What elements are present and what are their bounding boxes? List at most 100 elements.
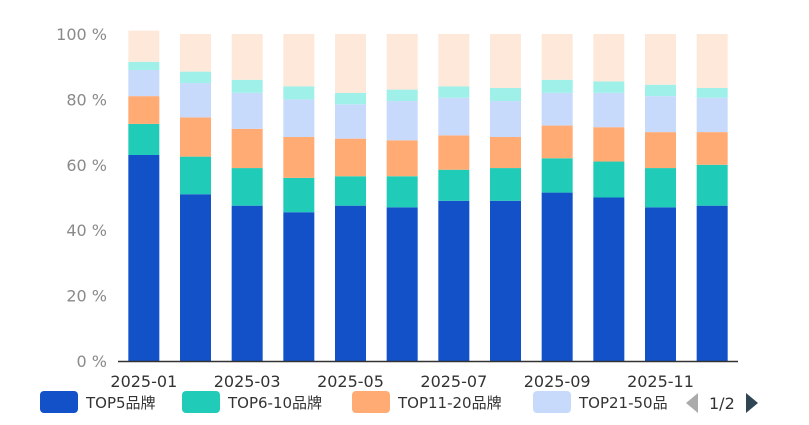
bar-segment[interactable]: [335, 205, 366, 361]
bar-segment[interactable]: [335, 104, 366, 139]
bar-segment[interactable]: [541, 125, 573, 159]
bar-segment[interactable]: [231, 79, 263, 93]
bar-segment[interactable]: [283, 99, 315, 138]
bar-segment[interactable]: [541, 158, 573, 193]
legend-page-indicator: 1/2: [709, 394, 735, 413]
legend-item-top21-50[interactable]: TOP21-50品: [533, 391, 668, 413]
x-tick-label: 2025-07: [420, 372, 487, 391]
legend-next-page-icon[interactable]: [746, 393, 758, 413]
bar-segment[interactable]: [490, 168, 521, 201]
bar-segment[interactable]: [541, 79, 573, 93]
bar-segment[interactable]: [128, 154, 160, 361]
legend-swatch-top5: [40, 391, 78, 413]
bar-segment[interactable]: [645, 168, 676, 208]
legend-item-top5[interactable]: TOP5品牌: [40, 391, 156, 413]
legend-label-top5: TOP5品牌: [85, 394, 156, 412]
x-tick-label: 2025-05: [317, 372, 384, 391]
bar-segment[interactable]: [231, 168, 263, 206]
legend-swatch-top11-20: [352, 391, 390, 413]
bar-segment[interactable]: [438, 200, 470, 361]
bar-segment[interactable]: [386, 140, 418, 177]
bar-segment[interactable]: [696, 97, 728, 133]
bar-segment[interactable]: [438, 34, 470, 87]
bar-segment[interactable]: [645, 96, 676, 133]
bar-segment[interactable]: [490, 101, 521, 137]
bar-segment[interactable]: [438, 135, 470, 170]
bar-segment[interactable]: [128, 61, 160, 70]
legend-label-top6-10: TOP6-10品牌: [227, 394, 322, 412]
bar-segment[interactable]: [386, 101, 418, 141]
bar-segment[interactable]: [180, 34, 211, 72]
bar-segment[interactable]: [490, 200, 521, 361]
bar-segment[interactable]: [180, 83, 211, 118]
x-tick-label: 2025-01: [110, 372, 177, 391]
bar-segment[interactable]: [335, 176, 366, 206]
bar-segment[interactable]: [128, 96, 160, 124]
bar-segment[interactable]: [128, 123, 160, 155]
bar-segment[interactable]: [231, 34, 263, 80]
y-axis: 0 % 20 % 40 % 60 % 80 % 100 %: [56, 25, 107, 371]
bar-segment[interactable]: [283, 177, 315, 213]
bar-segment[interactable]: [645, 84, 676, 97]
bar-segment[interactable]: [180, 156, 211, 195]
bar-segment[interactable]: [335, 138, 366, 177]
y-tick-label: 0 %: [77, 352, 107, 371]
bar-segment[interactable]: [335, 92, 366, 105]
x-tick-label: 2025-03: [214, 372, 281, 391]
bar-segment[interactable]: [231, 128, 263, 169]
bar-segment[interactable]: [541, 34, 573, 80]
bar-segment[interactable]: [490, 87, 521, 102]
bar-segment[interactable]: [438, 86, 470, 98]
bar-segment[interactable]: [645, 34, 676, 85]
bar-segment[interactable]: [386, 176, 418, 208]
bar-segment[interactable]: [593, 92, 625, 128]
bar-segment[interactable]: [386, 207, 418, 361]
bar-segment[interactable]: [180, 194, 211, 361]
legend-label-top11-20: TOP11-20品牌: [397, 394, 502, 412]
bars-group: [128, 30, 728, 362]
legend-item-top6-10[interactable]: TOP6-10品牌: [182, 391, 322, 413]
bar-segment[interactable]: [696, 164, 728, 206]
legend: TOP5品牌 TOP6-10品牌 TOP11-20品牌 TOP21-50品 1/…: [40, 391, 758, 413]
bar-segment[interactable]: [231, 92, 263, 129]
bar-segment[interactable]: [593, 197, 625, 362]
bar-segment[interactable]: [283, 212, 315, 361]
bar-segment[interactable]: [593, 34, 625, 82]
bar-segment[interactable]: [128, 69, 160, 97]
legend-item-top11-20[interactable]: TOP11-20品牌: [352, 391, 502, 413]
bar-segment[interactable]: [283, 137, 315, 178]
bar-segment[interactable]: [696, 34, 728, 88]
legend-label-top21-50: TOP21-50品: [578, 394, 668, 412]
legend-prev-page-icon[interactable]: [686, 393, 698, 413]
x-tick-label: 2025-11: [627, 372, 694, 391]
bar-segment[interactable]: [593, 81, 625, 93]
bar-segment[interactable]: [438, 97, 470, 136]
y-tick-label: 20 %: [66, 287, 107, 306]
bar-segment[interactable]: [645, 207, 676, 361]
bar-segment[interactable]: [231, 205, 263, 361]
bar-segment[interactable]: [696, 205, 728, 361]
bar-segment[interactable]: [335, 34, 366, 93]
y-tick-label: 40 %: [66, 221, 107, 240]
bar-segment[interactable]: [490, 137, 521, 169]
bar-segment[interactable]: [541, 92, 573, 126]
bar-segment[interactable]: [645, 132, 676, 169]
bar-segment[interactable]: [180, 71, 211, 84]
bar-segment[interactable]: [128, 30, 160, 62]
bar-segment[interactable]: [541, 192, 573, 361]
bar-segment[interactable]: [386, 89, 418, 102]
bar-segment[interactable]: [283, 34, 315, 87]
legend-swatch-top21-50: [533, 391, 571, 413]
y-tick-label: 60 %: [66, 156, 107, 175]
bar-segment[interactable]: [180, 117, 211, 157]
bar-segment[interactable]: [593, 161, 625, 198]
bar-segment[interactable]: [438, 169, 470, 201]
bar-segment[interactable]: [696, 87, 728, 98]
bar-segment[interactable]: [490, 34, 521, 88]
x-tick-label: 2025-09: [524, 372, 591, 391]
bar-segment[interactable]: [593, 127, 625, 162]
bar-segment[interactable]: [696, 132, 728, 165]
bar-segment[interactable]: [283, 86, 315, 100]
bar-segment[interactable]: [386, 34, 418, 90]
